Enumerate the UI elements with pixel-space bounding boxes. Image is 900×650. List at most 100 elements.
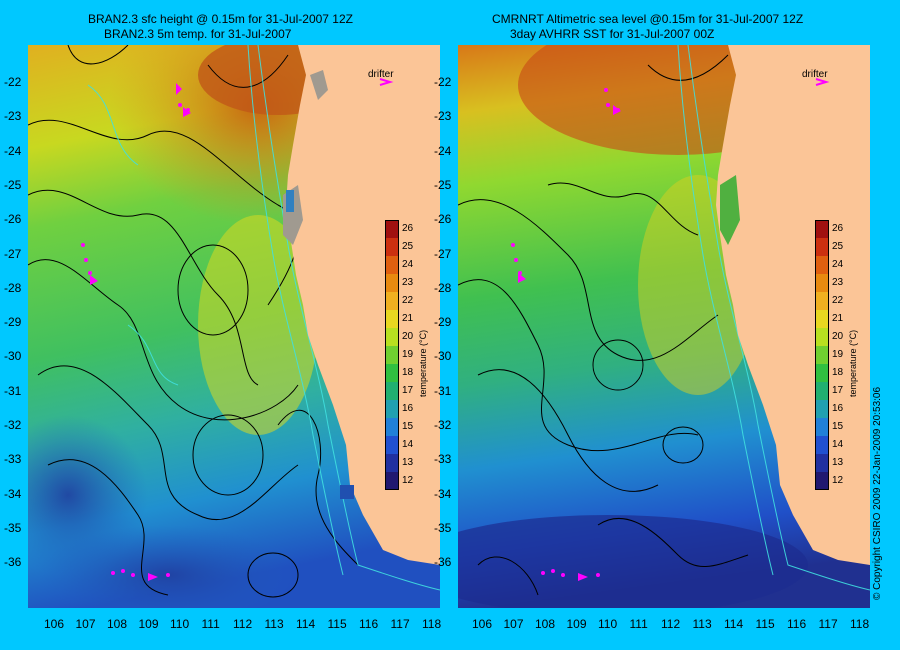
colorbar-tick-label: 18	[402, 367, 414, 378]
colorbar-tick-label: 20	[832, 331, 844, 342]
right-drifter-tracks	[511, 88, 621, 581]
latitude-label: -26	[4, 212, 22, 227]
colorbar-tick-label: 22	[832, 295, 844, 306]
colorbar-swatch	[385, 418, 399, 437]
longitude-label: 114	[724, 617, 744, 631]
right-drifter-legend-label: drifter	[802, 69, 828, 80]
colorbar-tick-label: 16	[402, 403, 414, 414]
left-colorbar-title: temperature (°C)	[418, 329, 428, 397]
latitude-label: -34	[434, 486, 452, 501]
longitude-label: 110	[170, 617, 190, 631]
colorbar-swatch	[815, 310, 829, 329]
colorbar-swatch	[385, 364, 399, 383]
left-title-line2: BRAN2.3 5m temp. for 31-Jul-2007	[104, 27, 292, 41]
colorbar-tick-label: 20	[402, 331, 414, 342]
colorbar-tick-label: 24	[832, 259, 844, 270]
right-ssh-contours	[458, 54, 749, 596]
left-southern-water	[340, 485, 354, 499]
left-ssh-contours	[28, 45, 359, 598]
colorbar-swatch	[815, 292, 829, 311]
latitude-label: -28	[434, 280, 452, 295]
colorbar-swatch	[815, 328, 829, 347]
latitude-label: -36	[434, 555, 452, 570]
longitude-label: 106	[472, 617, 493, 631]
colorbar-swatch	[815, 454, 829, 473]
colorbar-swatch	[385, 472, 399, 490]
longitude-label: 115	[327, 617, 347, 631]
colorbar-swatch	[385, 346, 399, 365]
colorbar-tick-label: 21	[402, 313, 414, 324]
right-title-line2: 3day AVHRR SST for 31-Jul-2007 00Z	[510, 27, 715, 41]
longitude-label: 118	[850, 617, 870, 631]
colorbar-border	[385, 220, 399, 490]
latitude-label: -28	[4, 280, 22, 295]
longitude-label: 108	[535, 617, 556, 631]
latitude-label: -25	[4, 177, 22, 192]
longitude-label: 111	[201, 617, 220, 631]
latitude-label: -33	[434, 452, 452, 467]
colorbar-swatch	[815, 238, 829, 257]
latitude-label: -25	[434, 177, 452, 192]
longitude-label: 116	[359, 617, 379, 631]
left-colorbar	[385, 220, 399, 490]
left-gulf-water	[286, 190, 294, 212]
right-title-line1: CMRNRT Altimetric sea level @0.15m for 3…	[492, 12, 804, 26]
colorbar-swatch	[385, 310, 399, 329]
colorbar-tick-label: 25	[402, 241, 414, 252]
latitude-label: -34	[4, 486, 22, 501]
right-map-svg	[458, 45, 870, 608]
colorbar-swatch	[385, 220, 399, 239]
longitude-label: 116	[787, 617, 807, 631]
latitude-label: -31	[4, 383, 22, 398]
left-title-line1: BRAN2.3 sfc height @ 0.15m for 31-Jul-20…	[88, 12, 353, 26]
colorbar-border	[815, 220, 829, 490]
right-land	[716, 45, 870, 565]
colorbar-tick-label: 19	[832, 349, 844, 360]
longitude-label: 109	[566, 617, 587, 631]
latitude-label: -27	[434, 246, 452, 261]
latitude-label: -26	[434, 212, 452, 227]
left-map-panel: drifter 26 25 24 23 22 21 20 19 18 17 16 15 14 13 12 t…	[28, 45, 440, 608]
right-shark-bay-water	[720, 175, 740, 245]
left-land	[286, 45, 440, 565]
longitude-label: 113	[264, 617, 284, 631]
latitude-label: -33	[4, 452, 22, 467]
latitude-label: -23	[4, 109, 22, 124]
latitude-label: -29	[4, 315, 22, 330]
colorbar-swatch	[385, 400, 399, 419]
colorbar-tick-label: 25	[832, 241, 844, 252]
latitude-label: -32	[4, 418, 22, 432]
colorbar-tick-label: 15	[832, 421, 844, 432]
latitude-label: -22	[434, 75, 452, 89]
latitude-label: -24	[434, 143, 452, 158]
longitude-label: 117	[390, 617, 410, 631]
right-drifter-legend-arrow	[815, 78, 830, 86]
left-bathymetry	[87, 45, 440, 591]
colorbar-swatch	[815, 400, 829, 419]
colorbar-tick-label: 26	[402, 223, 414, 234]
colorbar-tick-label: 13	[402, 457, 414, 468]
colorbar-tick-label: 19	[402, 349, 414, 360]
latitude-label: -36	[4, 555, 22, 570]
longitude-label: 117	[818, 617, 838, 631]
colorbar-swatch	[385, 382, 399, 401]
colorbar-tick-label: 18	[832, 367, 844, 378]
colorbar-tick-label: 23	[832, 277, 844, 288]
colorbar-tick-label: 12	[402, 475, 414, 486]
latitude-label: -35	[434, 520, 452, 535]
longitude-label: 108	[107, 617, 128, 631]
latitude-label: -30	[434, 349, 452, 364]
left-drifter-legend-arrow	[379, 78, 394, 86]
latitude-label: -30	[4, 349, 22, 364]
latitude-label: -31	[434, 383, 452, 398]
latitude-label: -22	[4, 75, 22, 89]
longitude-label: 107	[75, 617, 96, 631]
left-map-svg	[28, 45, 440, 608]
colorbar-swatch	[385, 292, 399, 311]
left-drifter-tracks	[81, 83, 191, 581]
colorbar-tick-label: 14	[402, 439, 414, 450]
left-drifter-legend-label: drifter	[368, 69, 394, 80]
colorbar-swatch	[815, 418, 829, 437]
colorbar-swatch	[815, 436, 829, 455]
colorbar-swatch	[815, 274, 829, 293]
